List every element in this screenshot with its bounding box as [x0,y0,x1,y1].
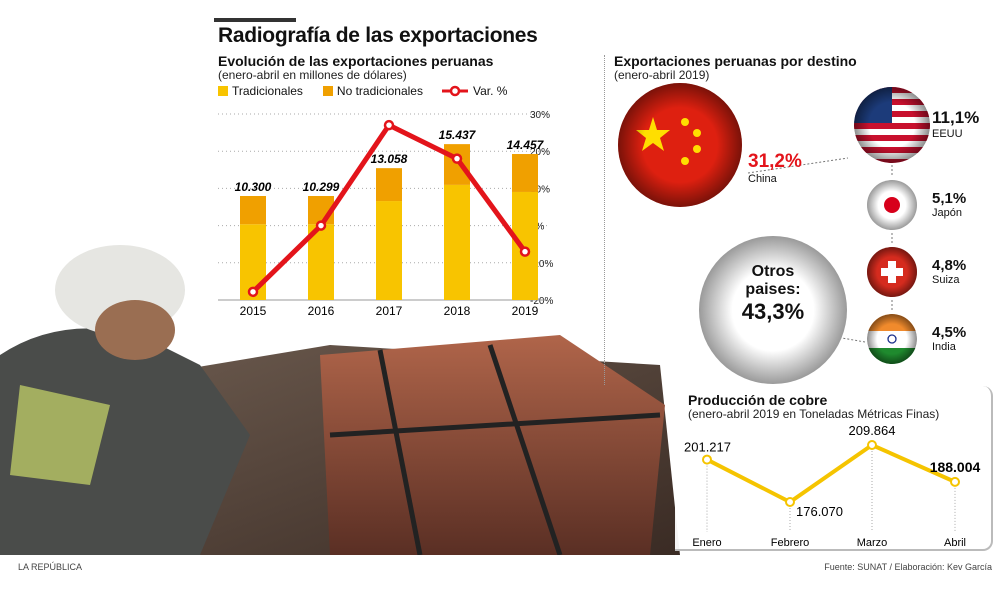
legend: Tradicionales No tradicionales Var. % [218,84,507,98]
bar-total-label: 14.457 [507,138,545,152]
title-bar-accent [214,18,296,22]
copper-value-label: 209.864 [849,423,896,438]
others-line1: Otros [751,263,795,280]
copper-line [706,442,956,505]
legend-swatch-no-tradicionales [322,86,333,96]
bar-no-tradicionales [512,154,538,192]
legend-line-icon [441,85,468,97]
copper-x-label: Abril [944,537,966,549]
switzerland-flag-icon [867,247,917,297]
bar-no-tradicionales [240,196,266,225]
others-pct: 43,3% [741,299,805,324]
bar-total-label: 10.300 [235,180,272,194]
bar-tradicionales [376,201,402,300]
copper-value-label: 188.004 [930,459,981,475]
china-pct: 31,2% [748,151,802,172]
copper-line-chart: 201.217 Enero 176.070 Febrero 209.864 Marzo 18… [684,423,981,549]
china-name: China [748,173,777,185]
legend-label-no-tradicionales: No tradicionales [336,84,423,98]
exports-bar-chart: 30%20%10%0%-10%-20%10.300201510.29920161… [218,110,553,318]
x-tick-label: 2016 [308,304,335,318]
exports-chart-title: Evolución de las exportaciones peruanas [218,53,494,69]
x-tick-label: 2015 [240,304,267,318]
bar-total-label: 15.437 [439,128,477,142]
copper-point [702,454,712,465]
y2-tick-label: -10% [530,259,553,270]
divider [604,55,605,385]
x-tick-label: 2018 [444,304,471,318]
others-label: Otros paises: 43,3% [713,263,833,325]
copper-point [950,476,960,487]
x-tick-label: 2019 [512,304,539,318]
china-flag-icon [618,83,742,207]
legend-swatch-tradicionales [218,86,228,96]
copper-x-label: Febrero [771,537,810,549]
y2-tick-label: 10% [530,184,550,195]
source-footer: Fuente: SUNAT / Elaboración: Kev García [824,562,992,572]
connector-arrows [747,157,893,343]
swiss-pct: 4,8% [932,257,967,274]
swiss-label: 4,8% Suiza [932,257,966,286]
y2-tick-label: 30% [530,110,550,121]
usa-pct: 11,1% [932,108,980,127]
copper-value-label: 201.217 [684,440,731,455]
brand-footer: LA REPÚBLICA [18,562,83,572]
others-line2: paises: [745,281,801,298]
var-point [519,246,531,257]
japan-flag-icon [867,180,917,230]
copper-point [785,497,795,507]
india-name: India [932,341,956,353]
legend-label-var: Var. % [472,84,508,98]
japan-pct: 5,1% [932,190,967,207]
x-tick-label: 2017 [376,304,403,318]
bar-tradicionales [444,184,470,300]
y2-tick-label: 20% [530,147,550,158]
bar-tradicionales [512,191,538,300]
usa-name: EEUU [932,128,963,140]
bar-total-label: 13.058 [371,152,408,166]
var-point [315,220,327,231]
india-label: 4,5% India [932,324,966,353]
bar-no-tradicionales [376,168,402,202]
exports-chart-subtitle: (enero-abril en millones de dólares) [218,68,407,82]
usa-flag-icon [854,87,930,163]
destinations-subtitle: (enero-abril 2019) [614,68,710,82]
india-pct: 4,5% [932,324,967,341]
copper-value-label: 176.070 [796,504,843,519]
japan-name: Japón [932,207,962,219]
legend-label-tradicionales: Tradicionales [232,84,303,98]
copper-ingots-photo [0,245,680,555]
copper-point [867,440,877,450]
destinations-title: Exportaciones peruanas por destino [614,53,857,69]
copper-x-label: Enero [692,537,721,549]
india-flag-icon [867,314,917,364]
y2-tick-label: -20% [530,296,553,307]
copper-x-label: Marzo [857,537,888,549]
copper-title: Producción de cobre [688,392,828,408]
others-bubble [699,236,847,384]
page-title: Radiografía de las exportaciones [218,24,538,47]
usa-label: 11,1% EEUU [932,108,979,140]
bar-total-label: 10.299 [303,180,340,194]
china-label: 31,2% China [748,151,802,185]
var-point [383,119,395,131]
var-point [451,153,463,164]
copper-subtitle: (enero-abril 2019 en Toneladas Métricas … [688,407,940,421]
var-point [247,286,259,298]
japan-label: 5,1% Japón [932,190,966,219]
destinations-bubbles [618,83,930,384]
bar-no-tradicionales [444,144,470,185]
swiss-name: Suiza [932,274,960,286]
